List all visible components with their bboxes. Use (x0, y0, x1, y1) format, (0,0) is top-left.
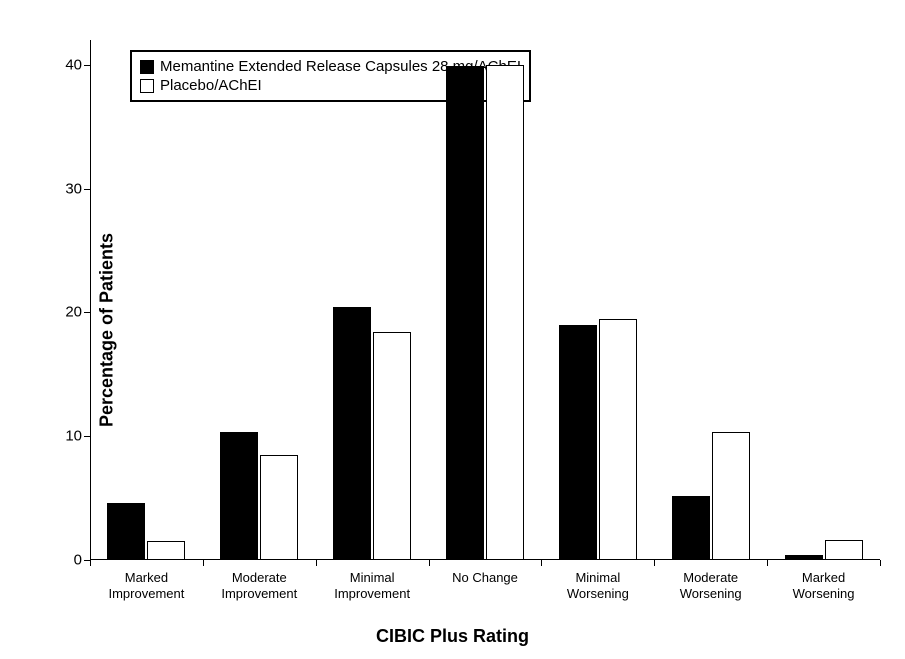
category-label: MarkedImprovement (96, 570, 196, 601)
y-tick-label: 30 (65, 180, 82, 197)
y-axis-line (90, 40, 91, 560)
x-tick (429, 560, 430, 566)
x-axis-line (90, 559, 880, 560)
bar-memantine (559, 325, 597, 560)
x-tick (90, 560, 91, 566)
x-tick (316, 560, 317, 566)
y-tick (84, 189, 90, 190)
bar-memantine (107, 503, 145, 560)
bar-memantine (220, 432, 258, 560)
y-tick (84, 65, 90, 66)
x-tick (654, 560, 655, 566)
y-tick (84, 312, 90, 313)
x-axis-label: CIBIC Plus Rating (376, 626, 529, 647)
legend-label: Placebo/AChEI (160, 77, 262, 94)
y-tick-label: 40 (65, 56, 82, 73)
bar-placebo (486, 65, 524, 560)
bar-memantine (446, 66, 484, 560)
legend-swatch (140, 60, 154, 74)
x-tick (767, 560, 768, 566)
x-tick (541, 560, 542, 566)
y-tick-label: 0 (74, 552, 82, 569)
category-label: MinimalWorsening (548, 570, 648, 601)
category-label: MinimalImprovement (322, 570, 422, 601)
category-label: ModerateImprovement (209, 570, 309, 601)
x-tick (880, 560, 881, 566)
bar-placebo (599, 319, 637, 560)
chart-container: Percentage of Patients CIBIC Plus Rating… (0, 0, 905, 659)
legend-swatch (140, 79, 154, 93)
bar-memantine (785, 555, 823, 560)
y-tick-label: 20 (65, 304, 82, 321)
plot-area: Memantine Extended Release Capsules 28 m… (90, 40, 880, 560)
y-tick (84, 436, 90, 437)
y-tick-label: 10 (65, 428, 82, 445)
bar-placebo (373, 332, 411, 560)
category-label: No Change (435, 570, 535, 586)
category-label: ModerateWorsening (661, 570, 761, 601)
bar-placebo (147, 541, 185, 560)
bar-placebo (260, 455, 298, 560)
bar-memantine (333, 307, 371, 560)
bar-memantine (672, 496, 710, 560)
x-tick (203, 560, 204, 566)
bar-placebo (825, 540, 863, 560)
bar-placebo (712, 432, 750, 560)
category-label: MarkedWorsening (774, 570, 874, 601)
